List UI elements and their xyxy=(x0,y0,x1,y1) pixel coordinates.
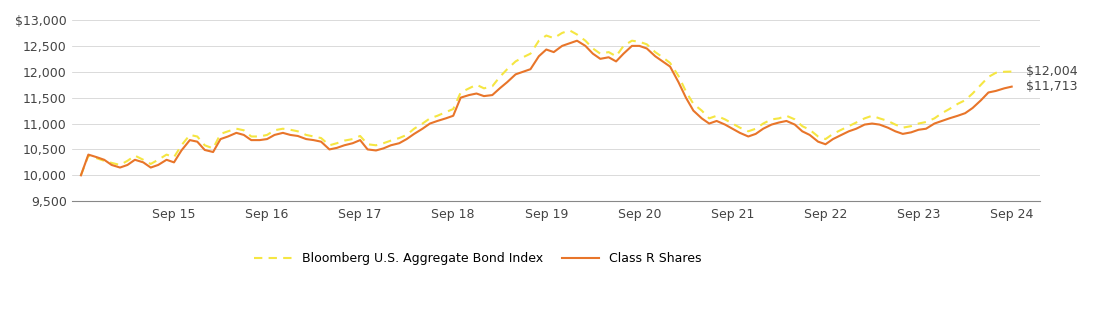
Bloomberg U.S. Aggregate Bond Index xyxy=(470,83,484,87)
Class R Shares xyxy=(167,161,181,164)
Class R Shares xyxy=(1005,85,1019,89)
Line: Bloomberg U.S. Aggregate Bond Index: Bloomberg U.S. Aggregate Bond Index xyxy=(81,30,1012,175)
Bloomberg U.S. Aggregate Bond Index xyxy=(167,155,181,159)
Class R Shares xyxy=(570,39,583,43)
Bloomberg U.S. Aggregate Bond Index xyxy=(710,114,723,118)
Line: Class R Shares: Class R Shares xyxy=(81,41,1012,175)
Bloomberg U.S. Aggregate Bond Index xyxy=(563,28,577,32)
Class R Shares xyxy=(291,134,304,138)
Bloomberg U.S. Aggregate Bond Index xyxy=(1005,70,1019,74)
Class R Shares xyxy=(470,92,484,95)
Bloomberg U.S. Aggregate Bond Index xyxy=(951,102,964,106)
Class R Shares xyxy=(951,114,964,118)
Bloomberg U.S. Aggregate Bond Index xyxy=(291,129,304,133)
Bloomberg U.S. Aggregate Bond Index xyxy=(664,61,677,65)
Class R Shares xyxy=(710,119,723,123)
Bloomberg U.S. Aggregate Bond Index xyxy=(74,173,88,177)
Text: $11,713: $11,713 xyxy=(1026,80,1078,93)
Text: $12,004: $12,004 xyxy=(1026,65,1078,78)
Class R Shares xyxy=(74,173,88,177)
Class R Shares xyxy=(664,65,677,69)
Legend: Bloomberg U.S. Aggregate Bond Index, Class R Shares: Bloomberg U.S. Aggregate Bond Index, Cla… xyxy=(249,247,707,270)
